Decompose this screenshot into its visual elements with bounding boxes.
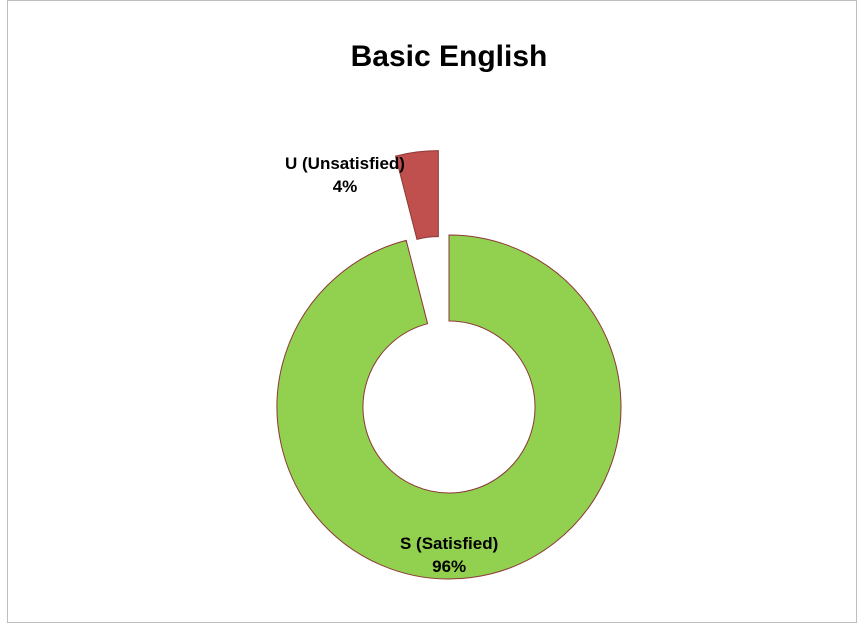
slice-label: S (Satisfied) 96%: [400, 532, 498, 578]
slice-label: U (Unsatisfied) 4%: [284, 152, 406, 198]
donut-slice: [276, 234, 622, 580]
category-label: U (Unsatisfied): [285, 154, 405, 173]
value-label: 96%: [432, 557, 467, 576]
value-label: 4%: [332, 177, 358, 196]
donut-slice: [394, 150, 439, 240]
category-label: S (Satisfied): [400, 534, 499, 553]
chart-title: Basic English: [351, 40, 548, 73]
